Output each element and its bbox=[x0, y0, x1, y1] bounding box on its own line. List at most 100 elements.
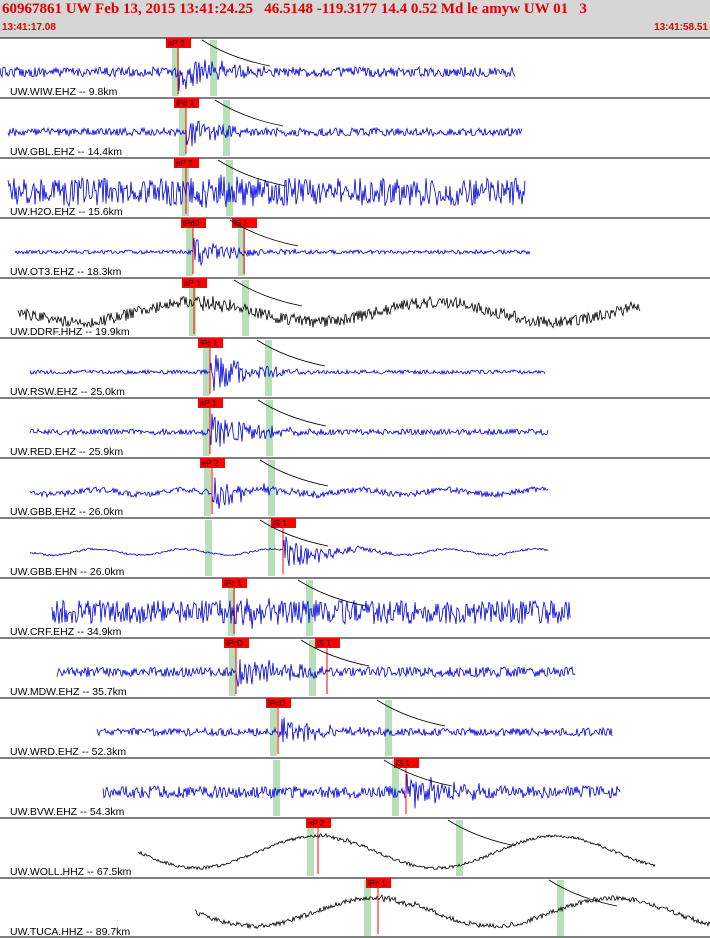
p-pick-box bbox=[224, 638, 249, 648]
trace-row: iPd0 iS 1 UW.OT3.EHZ -- 18.3km bbox=[0, 217, 710, 278]
station-label: UW.CRF.EHZ -- 34.9km bbox=[10, 626, 122, 638]
station-label: UW.OT3.EHZ -- 18.3km bbox=[10, 266, 122, 278]
trace-row: eP 1 UW.RED.EHZ -- 25.9km bbox=[0, 397, 710, 458]
p-pick-box bbox=[266, 698, 291, 708]
p-window-band bbox=[203, 340, 210, 396]
coda-window-band bbox=[392, 760, 399, 816]
p-pick-label: iPd0 bbox=[183, 219, 200, 228]
p-pick-box bbox=[174, 158, 199, 168]
p-window-band bbox=[229, 640, 236, 696]
trace-row: iS 1 UW.BVW.EHZ -- 54.3km bbox=[0, 757, 710, 818]
p-pick-label: eP 2 bbox=[176, 159, 193, 168]
waveform bbox=[14, 238, 531, 267]
p-window-band bbox=[273, 760, 280, 816]
moveout-curve bbox=[376, 699, 446, 727]
trace-row: iPcD iS 1 UW.MDW.EHZ -- 35.7km bbox=[0, 637, 710, 698]
waveform bbox=[0, 59, 516, 91]
moveout-curve bbox=[447, 819, 517, 847]
station-label: UW.GBB.EHN -- 26.0km bbox=[10, 566, 125, 578]
waveform bbox=[194, 894, 710, 930]
p-pick-label: iPd 1 bbox=[176, 99, 195, 108]
waveform bbox=[17, 295, 641, 329]
p-pick-label: iPcD bbox=[268, 699, 285, 708]
waveform bbox=[56, 659, 576, 687]
coda-window-band bbox=[309, 640, 316, 696]
coda-window-band bbox=[268, 520, 275, 576]
waveform bbox=[102, 773, 621, 809]
moveout-curve bbox=[217, 159, 287, 187]
s-pick-box bbox=[232, 218, 257, 228]
station-label: UW.BVW.EHZ -- 54.3km bbox=[10, 806, 125, 818]
s-pick-label: iS 1 bbox=[234, 219, 248, 228]
waveform bbox=[29, 536, 549, 566]
p-window-band bbox=[186, 220, 193, 276]
p-window-band bbox=[307, 820, 314, 876]
coda-window-band bbox=[223, 100, 230, 156]
p-window-band bbox=[203, 400, 210, 456]
p-pick-box bbox=[200, 458, 225, 468]
p-pick-label: iPc 1 bbox=[224, 579, 242, 588]
p-pick-box bbox=[182, 278, 207, 288]
waveform bbox=[29, 477, 549, 509]
p-pick-box bbox=[166, 38, 191, 48]
waveform bbox=[137, 832, 656, 871]
waveform bbox=[29, 354, 546, 391]
p-pick-label: iPc 1 bbox=[200, 339, 218, 348]
p-window-band bbox=[189, 280, 196, 336]
moveout-curve bbox=[256, 339, 326, 367]
station-label: UW.H2O.EHZ -- 15.6km bbox=[10, 206, 123, 218]
s-pick-label: iS 1 bbox=[317, 639, 331, 648]
moveout-curve bbox=[257, 399, 327, 427]
trace-row: iPc 1 UW.CRF.EHZ -- 34.9km bbox=[0, 577, 710, 638]
trace-row: iS 1 UW.GBB.EHN -- 26.0km bbox=[0, 517, 710, 578]
p-pick-box bbox=[222, 578, 247, 588]
station-label: UW.GBL.EHZ -- 14.4km bbox=[10, 146, 122, 158]
p-pick-label: iPc 1 bbox=[368, 879, 386, 888]
coda-window-band bbox=[266, 400, 273, 456]
station-label: UW.WRD.EHZ -- 52.3km bbox=[10, 746, 126, 758]
moveout-curve bbox=[214, 99, 284, 127]
p-pick-label: eP 1 bbox=[184, 279, 201, 288]
p-pick-label: eP 1 bbox=[200, 399, 217, 408]
coda-window-band bbox=[268, 460, 275, 516]
p-pick-box bbox=[198, 338, 223, 348]
p-window-band bbox=[172, 40, 179, 96]
p-window-band bbox=[205, 520, 212, 576]
moveout-curve bbox=[259, 459, 329, 487]
p-window-band bbox=[204, 460, 211, 516]
trace-row: eP 2 UW.GBB.EHZ -- 26.0km bbox=[0, 457, 710, 518]
p-pick-label: eP 2 bbox=[308, 819, 325, 828]
station-label: UW.DDRF.HHZ -- 19.9km bbox=[10, 326, 130, 338]
coda-window-band bbox=[306, 580, 313, 636]
station-label: UW.WIW.EHZ -- 9.8km bbox=[10, 86, 118, 98]
waveform bbox=[96, 717, 613, 743]
p-pick-box bbox=[306, 818, 331, 828]
moveout-curve bbox=[233, 279, 303, 307]
station-label: UW.RED.EHZ -- 25.9km bbox=[10, 446, 123, 458]
trace-row: iPd 1 UW.GBL.EHZ -- 14.4km bbox=[0, 97, 710, 158]
start-time: 13:41:17.08 bbox=[2, 22, 56, 33]
waveform bbox=[7, 121, 523, 147]
p-pick-box bbox=[198, 398, 223, 408]
moveout-curve bbox=[300, 639, 370, 667]
coda-window-band bbox=[456, 820, 463, 876]
trace-row: iPc 1 UW.TUCA.HHZ -- 89.7km bbox=[0, 877, 710, 938]
p-window-band bbox=[228, 580, 235, 636]
trace-row: eP 1 UW.DDRF.HHZ -- 19.9km bbox=[0, 277, 710, 338]
p-pick-box bbox=[366, 878, 391, 888]
end-time: 13:41:58.51 bbox=[654, 22, 708, 33]
station-label: UW.TUCA.HHZ -- 89.7km bbox=[10, 926, 130, 938]
moveout-curve bbox=[201, 39, 271, 67]
coda-window-band bbox=[238, 220, 245, 276]
trace-row: iPcD UW.WRD.EHZ -- 52.3km bbox=[0, 697, 710, 758]
event-title: 60967861 UW Feb 13, 2015 13:41:24.25 46.… bbox=[2, 1, 587, 17]
p-window-band bbox=[270, 700, 277, 756]
p-pick-box bbox=[181, 218, 206, 228]
moveout-curve bbox=[229, 219, 299, 247]
p-pick-box bbox=[174, 98, 199, 108]
station-label: UW.GBB.EHZ -- 26.0km bbox=[10, 506, 123, 518]
waveform bbox=[29, 413, 549, 447]
moveout-curve bbox=[383, 759, 453, 787]
s-pick-label: iS 1 bbox=[396, 759, 410, 768]
